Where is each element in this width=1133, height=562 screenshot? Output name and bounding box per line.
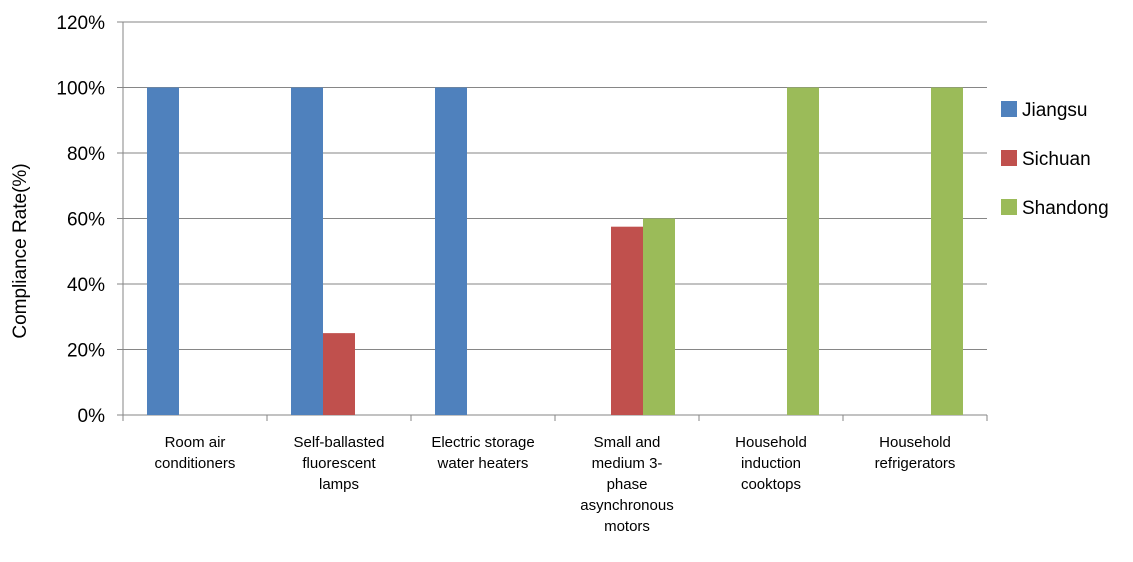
y-tick-label: 60% — [67, 210, 105, 231]
x-tick-label: Room air conditioners — [155, 434, 236, 472]
axes — [117, 21, 988, 421]
legend-label-sichuan: Sichuan — [1022, 149, 1091, 170]
bar-jiangsu — [435, 87, 467, 415]
gridlines — [123, 21, 987, 350]
x-tick-label: Household induction cooktops — [735, 434, 807, 493]
legend: Jiangsu Sichuan Shandong — [1001, 100, 1109, 219]
bar-jiangsu — [291, 87, 323, 415]
legend-swatch-shandong — [1001, 199, 1017, 215]
legend-label-shandong: Shandong — [1022, 198, 1109, 219]
y-tick-label: 120% — [56, 13, 105, 34]
y-tick-label: 100% — [56, 79, 105, 100]
x-tick-label: Household refrigerators — [875, 434, 956, 472]
bar-sichuan — [323, 333, 355, 415]
x-tick-label: Self-ballasted fluorescent lamps — [294, 434, 385, 493]
y-tick-label: 80% — [67, 144, 105, 165]
bar-shandong — [931, 87, 963, 415]
legend-swatch-jiangsu — [1001, 101, 1017, 117]
y-tick-label: 0% — [78, 406, 106, 427]
y-tick-label: 20% — [67, 341, 105, 362]
legend-label-jiangsu: Jiangsu — [1022, 100, 1088, 121]
bar-shandong — [787, 87, 819, 415]
legend-swatch-sichuan — [1001, 150, 1017, 166]
bar-sichuan — [611, 226, 643, 415]
bars — [147, 87, 963, 415]
bar-jiangsu — [147, 87, 179, 415]
x-tick-label: Electric storage water heaters — [431, 434, 534, 472]
y-tick-labels: 0% 20% 40% 60% 80% 100% 120% — [56, 13, 105, 427]
x-tick-label: Small and medium 3-phase asynchronous motor… — [580, 434, 673, 535]
y-axis-title: Compliance Rate(%) — [10, 163, 31, 338]
bar-shandong — [643, 218, 675, 415]
y-tick-label: 40% — [67, 275, 105, 296]
x-tick-labels: Room air conditioners Self-ballasted fluore… — [155, 434, 956, 535]
